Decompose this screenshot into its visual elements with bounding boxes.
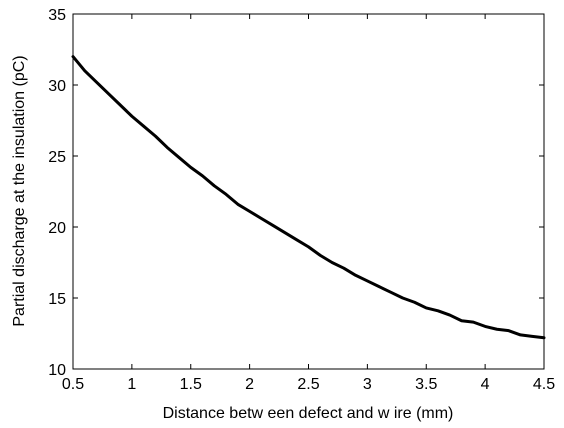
x-tick-label-6: 3.5 [415,376,437,393]
x-ticks [72,14,545,369]
plot-area [72,13,545,370]
y-tick-label-0: 10 [48,362,66,379]
x-axis-label: Distance betw een defect and w ire (mm) [163,405,454,422]
y-axis-label: Partial discharge at the insulation (pC) [11,55,28,326]
x-tick-label-7: 4 [481,376,490,393]
y-tick-labels: 10 15 20 25 30 35 [48,7,66,379]
x-tick-label-5: 3 [363,376,372,393]
series-line [71,55,546,340]
y-tick-label-5: 35 [48,7,66,24]
x-tick-label-2: 1.5 [180,376,202,393]
y-tick-label-4: 30 [48,78,66,95]
y-tick-label-2: 20 [48,220,66,237]
x-tick-label-3: 2 [245,376,254,393]
x-tick-label-1: 1 [127,376,136,393]
x-tick-label-4: 2.5 [297,376,319,393]
x-tick-label-0: 0.5 [62,376,84,393]
y-tick-label-1: 15 [48,291,66,308]
y-ticks [73,13,544,370]
y-tick-label-3: 25 [48,149,66,166]
x-tick-labels: 0.5 1 1.5 2 2.5 3 3.5 4 4.5 [62,376,555,393]
x-tick-label-8: 4.5 [533,376,555,393]
